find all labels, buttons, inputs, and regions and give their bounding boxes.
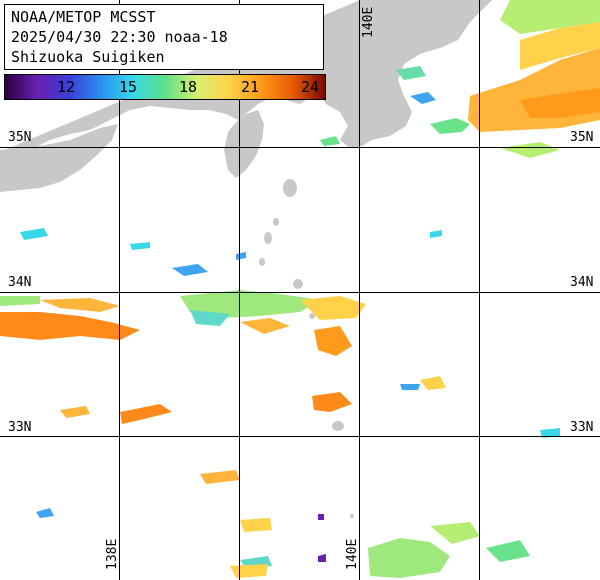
- sst-patch: [0, 312, 140, 340]
- sst-patch: [500, 0, 600, 34]
- sst-patch: [40, 298, 120, 312]
- sst-patch: [430, 230, 442, 238]
- sst-patch: [20, 228, 48, 240]
- sst-patch: [318, 514, 324, 520]
- sst-patch: [180, 290, 320, 318]
- island-aogashima: [350, 514, 354, 518]
- sst-patch: [320, 136, 340, 146]
- colorbar-tick-18: 18: [178, 78, 198, 96]
- sst-patch: [240, 518, 272, 532]
- island-niijima: [264, 232, 272, 244]
- land-west-coast: [0, 124, 118, 192]
- sst-patch: [240, 318, 290, 334]
- island-mikura: [309, 313, 315, 319]
- sst-patch: [368, 538, 450, 578]
- sst-patch: [60, 406, 90, 418]
- colorbar-tick-24: 24: [300, 78, 320, 96]
- lon-label-140e-bottom: 140E: [345, 538, 360, 570]
- sst-patch: [130, 242, 150, 250]
- sst-patch: [36, 508, 54, 518]
- lat-label-35n-left: 35N: [8, 130, 32, 145]
- lat-label-33n-left: 33N: [8, 420, 32, 435]
- sst-patch: [520, 22, 600, 70]
- island-miyake: [293, 279, 303, 289]
- sst-patch: [420, 376, 446, 390]
- sst-patch: [500, 142, 560, 158]
- sst-patch: [200, 470, 240, 484]
- title-product: NOAA/METOP MCSST: [11, 8, 156, 26]
- sst-patch: [120, 404, 172, 424]
- sst-patch: [230, 564, 268, 578]
- sst-patch: [520, 88, 600, 118]
- sst-patch: [0, 296, 40, 306]
- island-hachijo: [332, 421, 344, 431]
- land-izu-peninsula: [224, 110, 264, 178]
- lat-label-34n-left: 34N: [8, 275, 32, 290]
- title-source: Shizuoka Suigiken: [11, 48, 165, 66]
- sst-patch: [236, 252, 246, 260]
- colorbar-tick-15: 15: [118, 78, 138, 96]
- sst-patch: [190, 310, 230, 326]
- sst-colorbar: 12 15 18 21 24: [4, 74, 326, 100]
- sst-patch: [430, 118, 470, 134]
- island-oshima: [283, 179, 297, 197]
- sst-patch: [486, 540, 530, 562]
- sst-patch: [410, 92, 436, 104]
- title-box: NOAA/METOP MCSST 2025/04/30 22:30 noaa-1…: [4, 4, 324, 70]
- colorbar-gradient: [5, 75, 325, 99]
- lon-label-140e-top: 140E: [361, 6, 376, 38]
- lat-label-35n-right: 35N: [570, 130, 594, 145]
- sst-patch: [172, 264, 208, 276]
- sst-patch: [318, 554, 326, 562]
- colorbar-tick-21: 21: [240, 78, 260, 96]
- island-kozu: [259, 258, 265, 266]
- sst-patch: [300, 296, 366, 320]
- sst-patch: [400, 384, 420, 390]
- title-timestamp: 2025/04/30 22:30 noaa-18: [11, 28, 228, 46]
- sst-patch: [314, 326, 352, 356]
- sst-patch: [430, 522, 480, 544]
- lon-label-138e-bottom: 138E: [105, 538, 120, 570]
- island-toshima: [273, 218, 279, 226]
- sst-patch: [540, 428, 560, 438]
- lat-label-33n-right: 33N: [570, 420, 594, 435]
- lat-label-34n-right: 34N: [570, 275, 594, 290]
- colorbar-tick-12: 12: [56, 78, 76, 96]
- sst-patch: [396, 66, 426, 80]
- sst-patch: [312, 392, 352, 412]
